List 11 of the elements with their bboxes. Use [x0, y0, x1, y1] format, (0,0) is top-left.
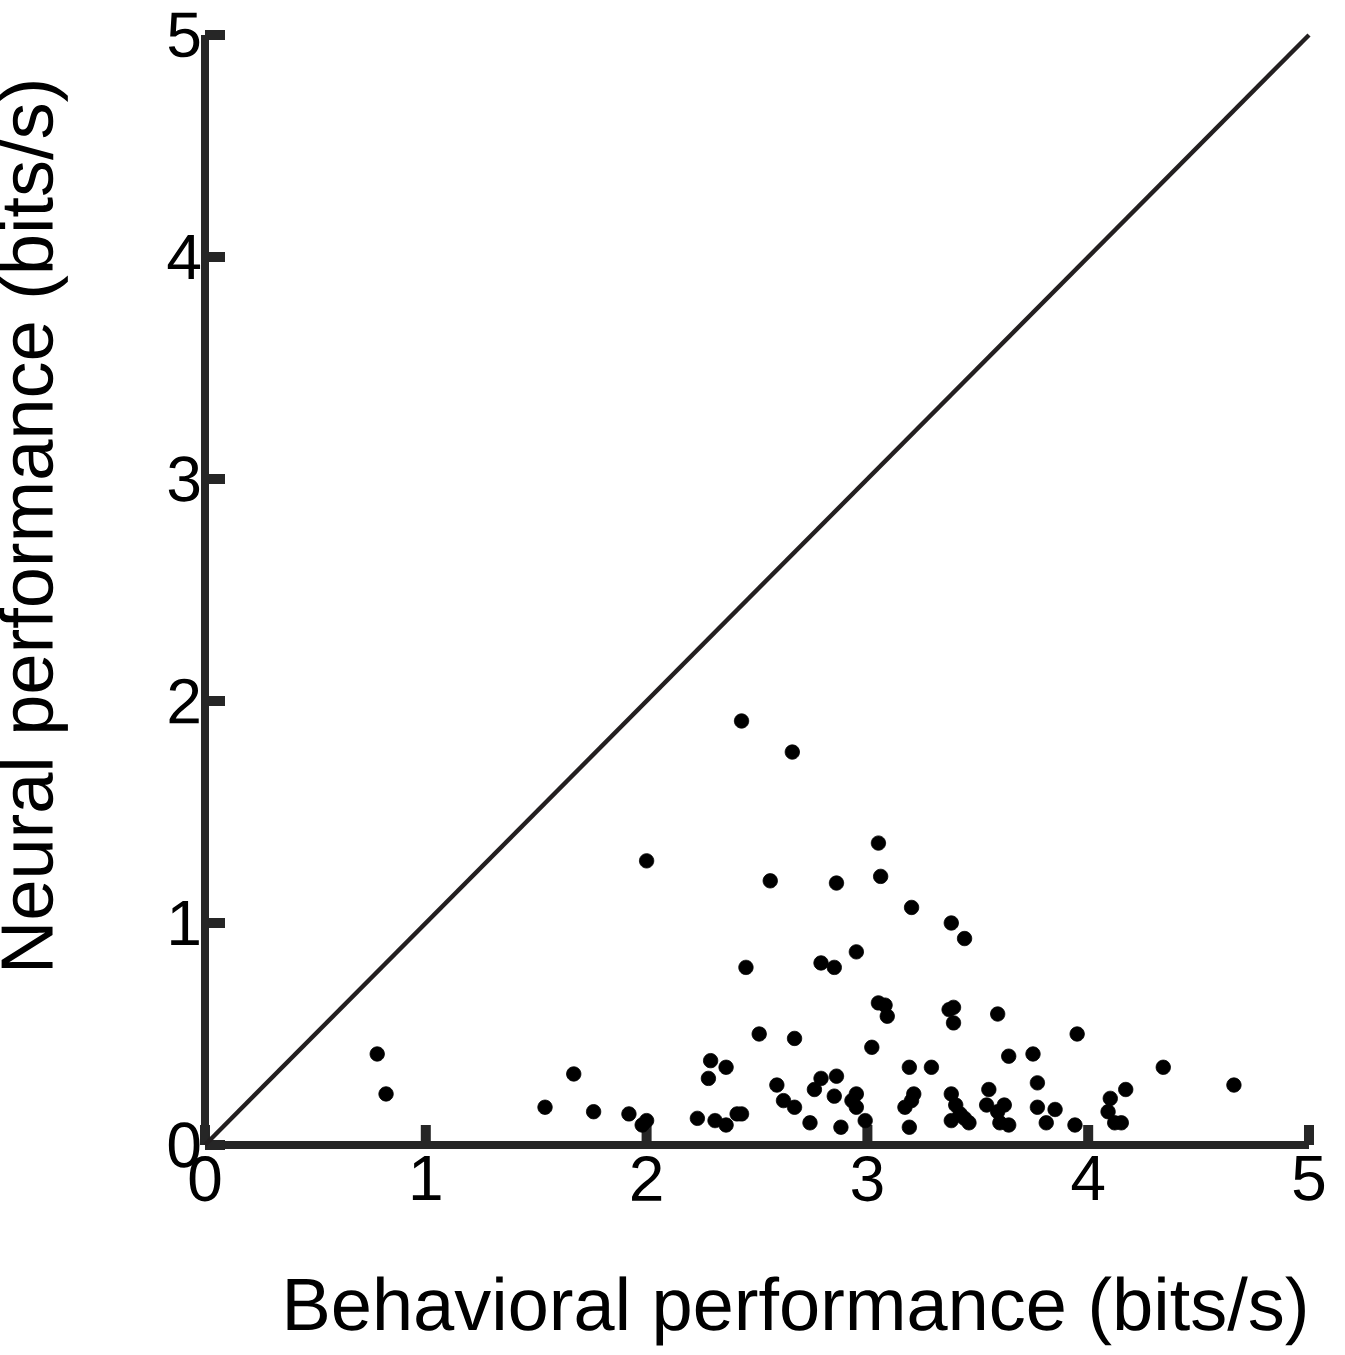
y-tick-label: 2	[169, 678, 199, 724]
x-tick-label: 2	[632, 1156, 662, 1201]
x-tick-label: 1	[412, 1156, 441, 1201]
x-tick-label: 4	[1071, 1156, 1105, 1201]
y-tick-label: 3	[168, 456, 200, 502]
y-tick-label: 1	[171, 901, 199, 946]
x-tick-label: 3	[852, 1156, 883, 1202]
x-axis-title: Behavioral performance (bits/s)	[287, 1276, 1305, 1346]
y-tick-label: 4	[167, 235, 201, 280]
y-tick-label: 5	[168, 12, 200, 58]
x-tick-label: 5	[1293, 1156, 1325, 1201]
